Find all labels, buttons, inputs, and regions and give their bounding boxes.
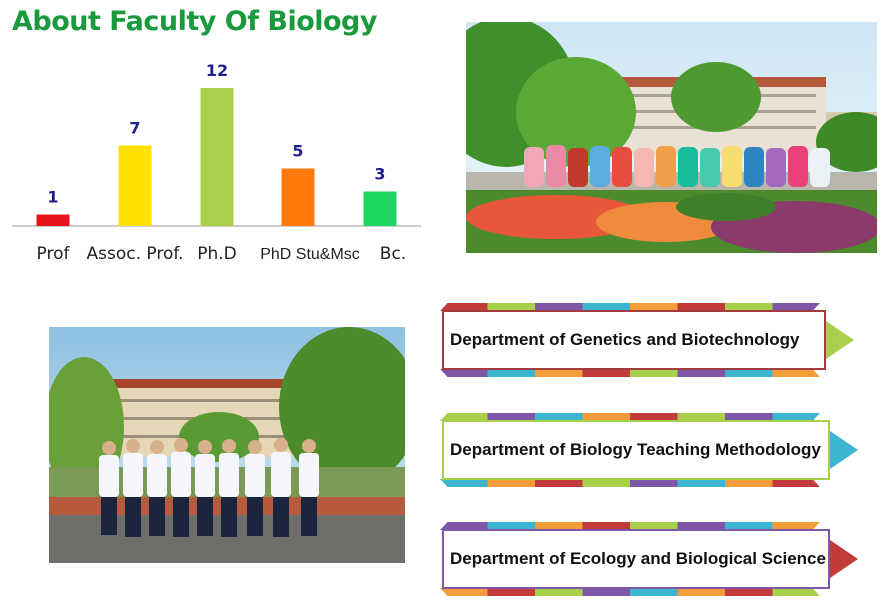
category-tick-label: Bc.	[380, 244, 406, 264]
decorative-stripe	[440, 369, 820, 377]
bar-3	[281, 168, 315, 226]
page-title: About Faculty Of Biology	[12, 6, 378, 37]
department-banner[interactable]: Department of Ecology and Biological Sci…	[440, 522, 878, 596]
bar-chart: 1 Prof 7 Assoc. Prof. 12 Ph.D 5 PhD Stu&Msc 3 Bc.	[12, 61, 421, 264]
bar-value-label: 3	[374, 165, 385, 184]
decorative-stripe	[440, 413, 820, 421]
bar-4	[363, 191, 397, 226]
arrow-right-icon	[826, 321, 854, 359]
department-label: Department of Ecology and Biological Sci…	[442, 529, 830, 589]
bar-value-label: 5	[292, 142, 303, 161]
decorative-stripe	[440, 303, 820, 311]
bar-2	[200, 88, 234, 226]
decorative-stripe	[440, 588, 820, 596]
category-tick-label: Assoc. Prof.	[86, 244, 183, 264]
department-banner[interactable]: Department of Genetics and Biotechnology	[440, 303, 878, 377]
department-label: Department of Genetics and Biotechnology	[442, 310, 826, 370]
bar-value-label: 1	[47, 188, 58, 207]
category-tick-label: Ph.D	[197, 244, 237, 264]
category-tick-label: Prof	[37, 244, 71, 264]
arrow-right-icon	[830, 540, 858, 578]
category-tick-label: PhD Stu&Msc	[260, 246, 360, 263]
staff-group-photo	[466, 22, 877, 253]
bar-1	[118, 145, 152, 226]
department-label: Department of Biology Teaching Methodolo…	[442, 420, 830, 480]
bar-value-label: 7	[129, 119, 140, 138]
bar-value-label: 12	[206, 61, 228, 80]
decorative-stripe	[440, 522, 820, 530]
bar-0	[36, 214, 70, 226]
arrow-right-icon	[830, 431, 858, 469]
department-banner[interactable]: Department of Biology Teaching Methodolo…	[440, 413, 878, 487]
staff-group-photo-2	[49, 327, 405, 563]
decorative-stripe	[440, 479, 820, 487]
